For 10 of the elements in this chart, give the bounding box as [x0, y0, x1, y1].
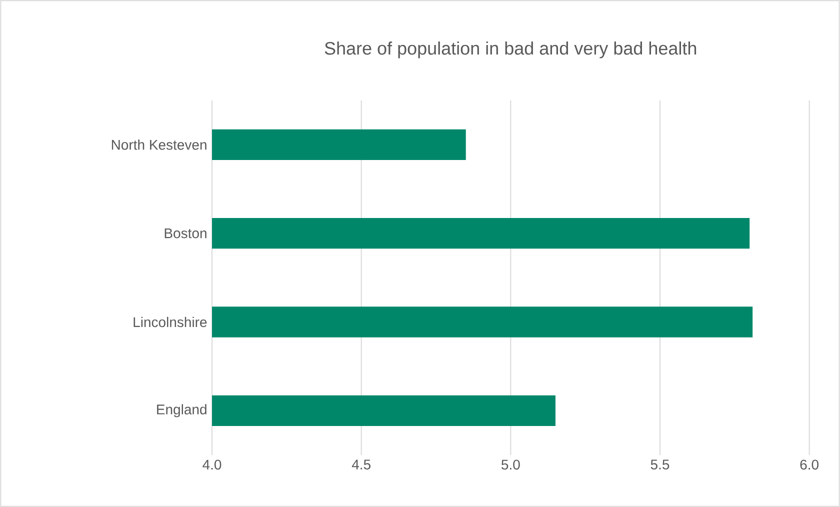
- y-tick-label: North Kesteven: [112, 140, 206, 150]
- x-tick-label: 5.5: [650, 460, 670, 470]
- chart-title: Share of population in bad and very bad health: [324, 42, 696, 58]
- y-tick-label: Lincolnshire: [134, 316, 207, 328]
- x-tick-label: 6.0: [800, 460, 819, 470]
- x-tick-label: 5.0: [502, 460, 520, 470]
- y-tick-label: England: [157, 404, 206, 418]
- y-tick-label: Boston: [164, 228, 206, 238]
- x-tick-label: 4.5: [352, 460, 370, 470]
- x-tick-label: 4.0: [202, 460, 222, 470]
